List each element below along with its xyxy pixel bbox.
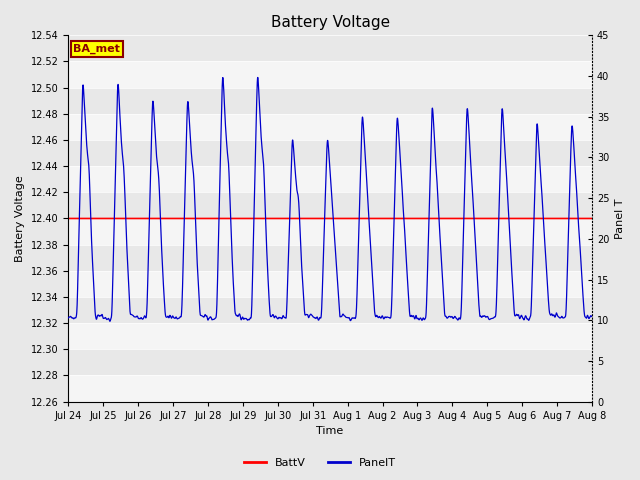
- Bar: [68, 271, 592, 297]
- Text: BA_met: BA_met: [74, 44, 120, 54]
- Bar: [68, 218, 592, 245]
- Bar: [68, 245, 592, 271]
- Y-axis label: Panel T: Panel T: [615, 198, 625, 239]
- Y-axis label: Battery Voltage: Battery Voltage: [15, 175, 25, 262]
- Bar: [68, 323, 592, 349]
- Bar: [68, 166, 592, 192]
- Legend: BattV, PanelT: BattV, PanelT: [239, 453, 401, 472]
- Bar: [68, 297, 592, 323]
- X-axis label: Time: Time: [317, 426, 344, 436]
- Bar: [68, 375, 592, 402]
- Title: Battery Voltage: Battery Voltage: [271, 15, 390, 30]
- Bar: [68, 36, 592, 61]
- Bar: [68, 114, 592, 140]
- Bar: [68, 140, 592, 166]
- Bar: [68, 192, 592, 218]
- Bar: [68, 88, 592, 114]
- Bar: [68, 61, 592, 88]
- Bar: [68, 349, 592, 375]
